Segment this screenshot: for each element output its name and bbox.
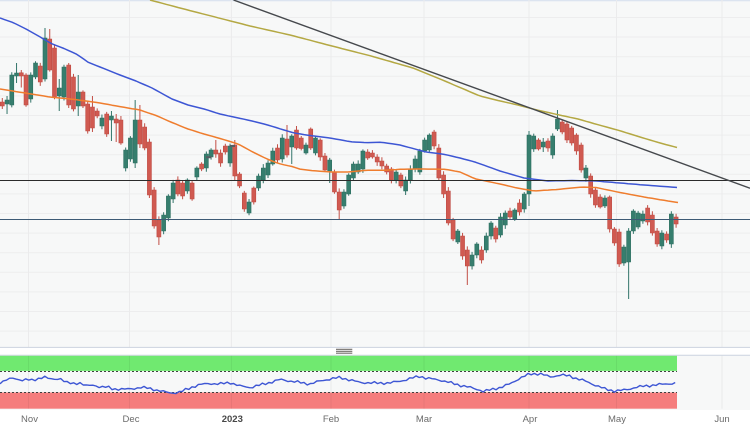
svg-text:Nov: Nov	[21, 414, 38, 425]
svg-text:Jun: Jun	[714, 414, 729, 425]
svg-text:Feb: Feb	[323, 414, 339, 425]
svg-text:May: May	[608, 414, 626, 425]
svg-text:Apr: Apr	[523, 414, 538, 425]
svg-text:Dec: Dec	[123, 414, 140, 425]
svg-text:2023: 2023	[222, 414, 243, 425]
svg-text:Mar: Mar	[416, 414, 432, 425]
